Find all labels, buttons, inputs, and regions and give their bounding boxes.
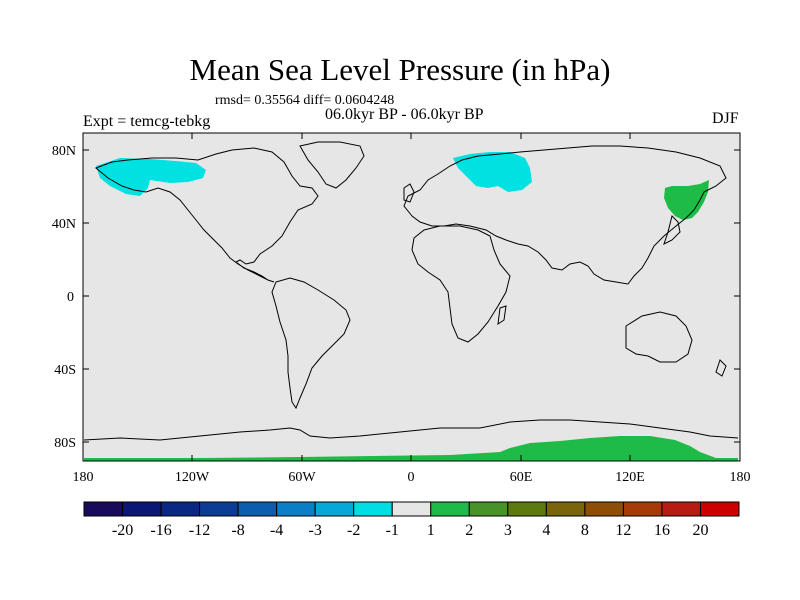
colorbar-swatch-15 bbox=[661, 501, 701, 517]
colorbar-label-8: 1 bbox=[427, 522, 435, 539]
colorbar-swatch-1 bbox=[122, 501, 162, 517]
chart-title: Mean Sea Level Pressure (in hPa) bbox=[189, 52, 611, 87]
lat-label-80n: 80N bbox=[52, 144, 76, 159]
colorbar-swatch-6 bbox=[314, 501, 355, 517]
colorbar-swatch-3 bbox=[199, 501, 239, 517]
coast-uk bbox=[403, 183, 415, 203]
lon-label-60e: 60E bbox=[510, 470, 533, 485]
coast-south-america bbox=[271, 277, 351, 410]
lat-label-40n: 40N bbox=[52, 217, 76, 232]
coast-new-zealand bbox=[715, 359, 727, 377]
colorbar-label-12: 8 bbox=[581, 522, 589, 539]
colorbar-label-13: 12 bbox=[615, 522, 631, 539]
lat-label-80s: 80S bbox=[54, 436, 76, 451]
colorbar-label-6: -2 bbox=[347, 522, 360, 539]
colorbar-label-1: -16 bbox=[150, 522, 171, 539]
map-ticks bbox=[83, 133, 740, 461]
colorbar-label-14: 16 bbox=[654, 522, 670, 539]
lat-labels: 80N 40N 0 40S 80S bbox=[52, 144, 76, 451]
colorbar-label-2: -12 bbox=[189, 522, 210, 539]
map-panel: 80N 40N 0 40S 80S 180 120W 60W 0 60E 120… bbox=[52, 132, 751, 485]
colorbar: -20 -16 -12 -8 -4 -3 -2 -1 1 2 3 4 8 12 16 20 bbox=[83, 501, 740, 539]
lon-labels: 180 120W 60W 0 60E 120E 180 bbox=[73, 470, 751, 485]
colorbar-swatch-0 bbox=[83, 501, 124, 517]
season-label: DJF bbox=[712, 110, 739, 127]
colorbar-swatch-4 bbox=[237, 501, 278, 517]
coast-japan bbox=[663, 215, 681, 245]
colorbar-label-9: 2 bbox=[465, 522, 473, 539]
colorbar-label-15: 20 bbox=[692, 522, 708, 539]
colorbar-label-11: 4 bbox=[542, 522, 550, 539]
colorbar-swatch-8 bbox=[391, 501, 432, 517]
coast-antarctica bbox=[83, 419, 739, 441]
lon-label-120e: 120E bbox=[615, 470, 645, 485]
experiment-label: Expt = temcg-tebkg bbox=[83, 113, 211, 130]
coast-europe-asia bbox=[403, 145, 727, 285]
lon-label-180w: 180 bbox=[73, 470, 94, 485]
coastlines bbox=[83, 141, 739, 441]
lat-label-0: 0 bbox=[67, 290, 74, 305]
coast-madagascar bbox=[497, 305, 507, 326]
colorbar-swatch-7 bbox=[353, 501, 393, 517]
colorbar-swatch-11 bbox=[507, 501, 547, 517]
colorbar-label-10: 3 bbox=[504, 522, 512, 539]
colorbar-label-7: -1 bbox=[386, 522, 399, 539]
colorbar-label-5: -3 bbox=[309, 522, 322, 539]
lon-label-120w: 120W bbox=[175, 470, 210, 485]
colorbar-label-3: -8 bbox=[231, 522, 244, 539]
coast-australia bbox=[625, 311, 693, 363]
anomaly-region-scandinavia bbox=[453, 152, 532, 192]
colorbar-swatch-12 bbox=[545, 501, 586, 517]
colorbar-swatch-10 bbox=[468, 501, 509, 517]
coast-greenland bbox=[299, 141, 365, 189]
colorbar-label-0: -20 bbox=[112, 522, 133, 539]
colorbar-label-4: -4 bbox=[270, 522, 283, 539]
colorbar-swatch-2 bbox=[160, 501, 201, 517]
colorbar-swatch-5 bbox=[276, 501, 316, 517]
lon-label-180e: 180 bbox=[730, 470, 751, 485]
colorbar-swatch-16 bbox=[699, 501, 740, 517]
lon-label-60w: 60W bbox=[288, 470, 316, 485]
period-text: 06.0kyr BP - 06.0kyr BP bbox=[325, 106, 484, 123]
coast-africa bbox=[411, 225, 511, 343]
colorbar-swatch-14 bbox=[622, 501, 663, 517]
stats-text: rmsd= 0.35564 diff= 0.0604248 bbox=[215, 93, 395, 108]
colorbar-swatch-13 bbox=[584, 501, 624, 517]
anomaly-region-kamchatka bbox=[664, 180, 709, 220]
lon-label-0: 0 bbox=[408, 470, 415, 485]
lat-label-40s: 40S bbox=[54, 363, 76, 378]
anomaly-region-antarctica bbox=[84, 436, 738, 461]
colorbar-swatch-9 bbox=[430, 501, 470, 517]
coast-north-america bbox=[95, 147, 319, 283]
